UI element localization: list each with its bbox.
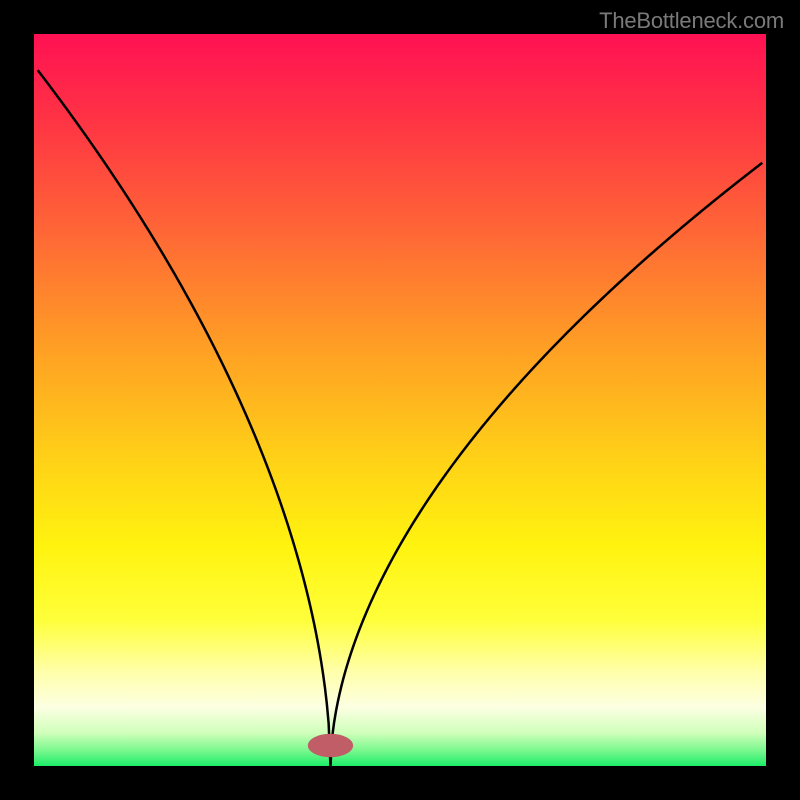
watermark-text: TheBottleneck.com xyxy=(599,8,784,34)
chart-svg xyxy=(34,34,766,766)
plot-area xyxy=(34,34,766,766)
outer-frame: TheBottleneck.com xyxy=(0,0,800,800)
chart-background xyxy=(34,34,766,766)
min-marker xyxy=(308,734,353,757)
